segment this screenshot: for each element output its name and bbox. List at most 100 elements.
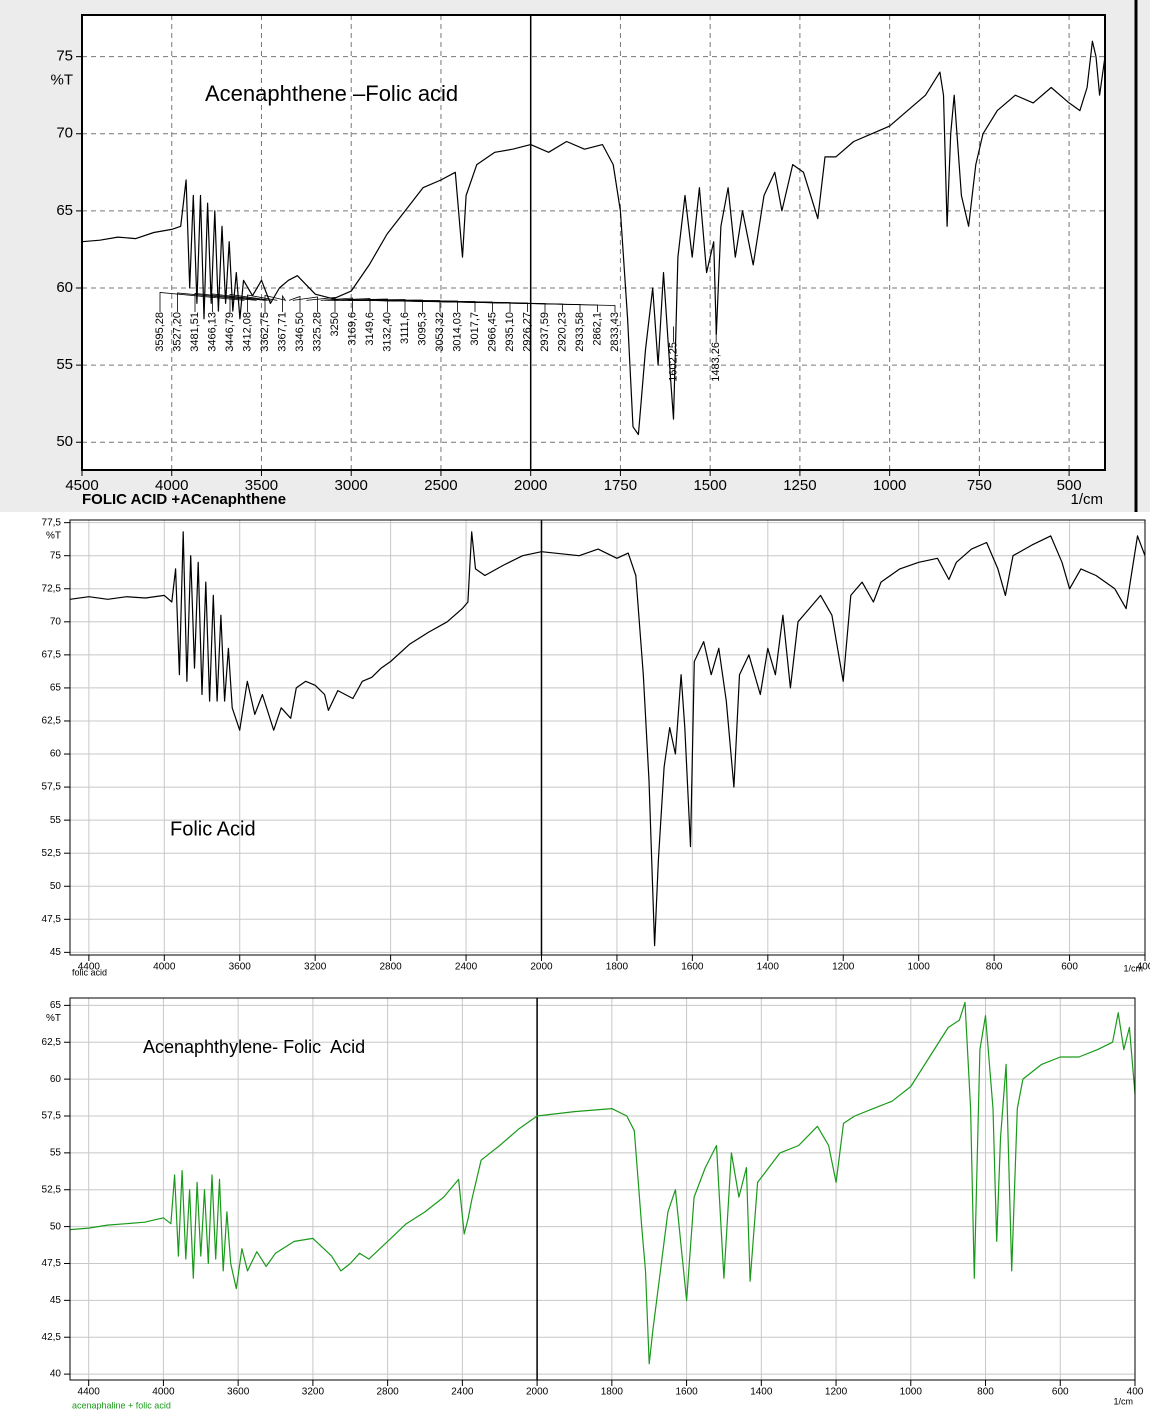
x-unit: 1/cm bbox=[1123, 963, 1143, 973]
y-unit: %T bbox=[46, 530, 61, 541]
x-tick-label: 400 bbox=[1127, 1387, 1144, 1398]
y-tick-label: 60 bbox=[50, 749, 62, 760]
plot-area bbox=[82, 15, 1105, 470]
peak-connector bbox=[264, 294, 287, 312]
peak-connector bbox=[381, 299, 616, 312]
chart-title: Acenaphthylene- Folic Acid bbox=[143, 1037, 365, 1057]
x-unit: 1/cm bbox=[1113, 1396, 1133, 1406]
y-tick-label: 65 bbox=[50, 683, 62, 694]
peak-label: 2935,10 bbox=[504, 312, 516, 352]
y-tick-label: 55 bbox=[50, 1148, 62, 1159]
y-tick-label: 77,5 bbox=[42, 517, 62, 528]
x-tick-label: 2500 bbox=[424, 477, 457, 494]
spectrum-panel: 45 47,5 50 52,5 55 57,5 60 62,5 65 67,5 70 72,5 75 77… bbox=[42, 517, 1150, 977]
peak-connector bbox=[282, 294, 286, 312]
y-tick-label: 55 bbox=[50, 815, 62, 826]
y-tick-label: 50 bbox=[50, 1221, 62, 1232]
y-tick-label: 55 bbox=[56, 356, 73, 373]
peak-label: 3053,32 bbox=[434, 312, 446, 352]
peak-connector bbox=[247, 294, 278, 312]
x-tick-label: 500 bbox=[1057, 477, 1082, 494]
peak-label: 2966,45 bbox=[486, 312, 498, 352]
y-tick-label: 70 bbox=[50, 616, 62, 627]
x-tick-label: 1000 bbox=[873, 477, 906, 494]
x-tick-label: 2400 bbox=[455, 962, 478, 973]
plot-area bbox=[70, 998, 1135, 1380]
x-tick-label: 3500 bbox=[245, 477, 278, 494]
y-tick-label: 65 bbox=[56, 202, 73, 219]
peak-label: 2926,27 bbox=[521, 312, 533, 352]
y-tick-label: 75 bbox=[50, 550, 62, 561]
x-tick-label: 2800 bbox=[379, 962, 402, 973]
spectrum-line bbox=[81, 40, 1106, 436]
x-tick-label: 800 bbox=[986, 962, 1003, 973]
peak-label: 3132,40 bbox=[381, 312, 393, 352]
y-tick-label: 47,5 bbox=[42, 1258, 62, 1269]
y-unit: %T bbox=[51, 72, 74, 89]
y-unit: %T bbox=[46, 1013, 61, 1024]
spectrum-panel: 40 42,5 45 47,5 50 52,5 55 57,5 60 62,5 65 4400 4000… bbox=[42, 997, 1144, 1410]
spectrum-line bbox=[69, 1001, 1136, 1365]
peak-label: 3095,3 bbox=[416, 312, 428, 346]
x-tick-label: 600 bbox=[1052, 1387, 1069, 1398]
x-tick-label: 2000 bbox=[514, 477, 547, 494]
peak-label: 2920,23 bbox=[556, 312, 568, 352]
plot-area bbox=[70, 520, 1145, 955]
x-tick-label: 1400 bbox=[750, 1387, 773, 1398]
x-tick-label: 750 bbox=[967, 477, 992, 494]
x-tick-label: 1200 bbox=[825, 1387, 848, 1398]
x-tick-label: 4000 bbox=[152, 1387, 175, 1398]
spectrum-panel: 50 55 60 65 70 75 4500 4000 3500 3000 2500 2000 1750… bbox=[51, 14, 1106, 508]
y-tick-label: 47,5 bbox=[42, 914, 62, 925]
x-axis-caption: FOLIC ACID +ACenaphthene bbox=[82, 491, 286, 508]
x-tick-label: 4400 bbox=[78, 1387, 101, 1398]
x-tick-label: 2000 bbox=[530, 962, 553, 973]
peak-label: 3017,7 bbox=[469, 312, 481, 346]
x-tick-label: 3000 bbox=[335, 477, 368, 494]
x-tick-label: 4000 bbox=[153, 962, 176, 973]
x-tick-label: 2800 bbox=[377, 1387, 400, 1398]
x-tick-label: 1500 bbox=[693, 477, 726, 494]
x-tick-label: 4400 bbox=[78, 962, 101, 973]
x-tick-label: 1600 bbox=[675, 1387, 698, 1398]
x-tick-label: 1400 bbox=[757, 962, 780, 973]
y-tick-label: 52,5 bbox=[42, 1184, 62, 1195]
x-tick-label: 1800 bbox=[606, 962, 629, 973]
x-tick-label: 1750 bbox=[604, 477, 637, 494]
x-tick-label: 800 bbox=[977, 1387, 994, 1398]
peak-connector bbox=[194, 293, 265, 312]
peak-connector bbox=[229, 294, 272, 312]
peak-connector bbox=[212, 293, 268, 312]
x-tick-label: 1200 bbox=[832, 962, 855, 973]
peak-label: 3595,28 bbox=[154, 312, 166, 352]
spectrum-line bbox=[69, 531, 1146, 947]
peak-label: 3466,13 bbox=[206, 312, 218, 352]
chart-title: Acenaphthene –Folic acid bbox=[205, 81, 458, 106]
peak-label: 3325,28 bbox=[311, 312, 323, 352]
peak-label: 3446,79 bbox=[224, 312, 236, 352]
peak-connector bbox=[159, 292, 245, 312]
peak-label: 1483,26 bbox=[710, 342, 722, 382]
x-tick-label: 3200 bbox=[304, 962, 327, 973]
x-axis-caption: folic acid bbox=[72, 967, 107, 977]
x-unit: 1/cm bbox=[1070, 491, 1103, 508]
x-tick-label: 1250 bbox=[783, 477, 816, 494]
y-tick-label: 62,5 bbox=[42, 716, 62, 727]
peak-connector bbox=[288, 295, 301, 312]
x-tick-label: 400 bbox=[1137, 962, 1150, 973]
y-tick-label: 57,5 bbox=[42, 782, 62, 793]
peak-label: 3367,71 bbox=[276, 312, 288, 352]
peak-label: 2833,43 bbox=[609, 312, 621, 352]
x-tick-label: 4000 bbox=[155, 477, 188, 494]
x-tick-label: 4500 bbox=[65, 477, 98, 494]
y-tick-label: 50 bbox=[56, 433, 73, 450]
peak-label: 2933,58 bbox=[574, 312, 586, 352]
peak-connector bbox=[306, 297, 336, 312]
y-tick-label: 40 bbox=[50, 1369, 62, 1380]
x-tick-label: 1000 bbox=[900, 1387, 923, 1398]
x-tick-label: 3600 bbox=[229, 962, 252, 973]
peak-label: 3481,51 bbox=[189, 312, 201, 352]
y-tick-label: 52,5 bbox=[42, 848, 62, 859]
y-tick-label: 62,5 bbox=[42, 1037, 62, 1048]
